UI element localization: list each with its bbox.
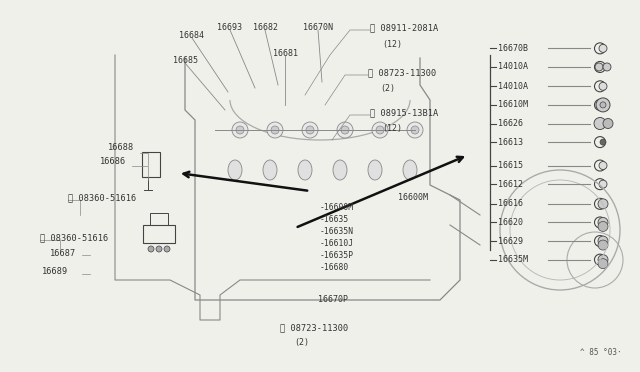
Text: 16670P: 16670P [318, 295, 348, 305]
Text: ^ 85 °03·: ^ 85 °03· [580, 348, 622, 357]
Text: Ⓜ 08723-11300: Ⓜ 08723-11300 [280, 324, 348, 333]
Circle shape [603, 63, 611, 71]
Ellipse shape [368, 160, 382, 180]
Circle shape [232, 122, 248, 138]
Text: (2): (2) [380, 84, 395, 93]
Text: 16610M: 16610M [498, 100, 528, 109]
Text: 16684: 16684 [179, 31, 205, 40]
Text: 16600M: 16600M [398, 193, 428, 202]
Text: 16681: 16681 [273, 49, 298, 58]
Circle shape [596, 98, 610, 112]
Text: 16620: 16620 [498, 218, 523, 227]
Text: 16613: 16613 [498, 138, 523, 147]
Text: 16687: 16687 [50, 248, 76, 257]
Circle shape [598, 199, 608, 209]
Text: 16670N: 16670N [303, 23, 333, 32]
Circle shape [599, 82, 607, 90]
Circle shape [600, 102, 606, 108]
Bar [143, 225, 175, 243]
Circle shape [407, 122, 423, 138]
Ellipse shape [228, 160, 242, 180]
Circle shape [598, 236, 608, 246]
Ellipse shape [333, 160, 347, 180]
Text: 16635M: 16635M [498, 255, 528, 264]
Circle shape [267, 122, 283, 138]
Circle shape [598, 259, 608, 269]
Text: 16670B: 16670B [498, 44, 528, 53]
Text: -16635N: -16635N [320, 228, 354, 237]
Bar [142, 152, 160, 177]
Text: (2): (2) [294, 337, 309, 346]
Ellipse shape [298, 160, 312, 180]
Text: -16600M: -16600M [320, 203, 354, 212]
Circle shape [156, 246, 162, 252]
Text: Ⓢ 08360-51616: Ⓢ 08360-51616 [68, 193, 136, 202]
Circle shape [372, 122, 388, 138]
Circle shape [411, 126, 419, 134]
Circle shape [302, 122, 318, 138]
Text: 16685: 16685 [173, 56, 198, 65]
Ellipse shape [263, 160, 277, 180]
Circle shape [598, 218, 608, 227]
Text: Ⓝ 08911-2081A: Ⓝ 08911-2081A [370, 23, 438, 32]
Text: 16682: 16682 [253, 23, 278, 32]
Text: 16615: 16615 [498, 161, 523, 170]
Circle shape [595, 63, 603, 71]
Text: (12): (12) [382, 125, 402, 134]
Circle shape [148, 246, 154, 252]
Circle shape [376, 126, 384, 134]
Text: 16693: 16693 [218, 23, 243, 32]
Text: 14010A: 14010A [498, 82, 528, 91]
Circle shape [599, 180, 607, 188]
Circle shape [341, 126, 349, 134]
Text: Ⓢ 08360-51616: Ⓢ 08360-51616 [40, 234, 108, 243]
Text: 16626: 16626 [498, 119, 523, 128]
Text: (12): (12) [382, 39, 402, 48]
Text: 14010A: 14010A [498, 62, 528, 71]
Circle shape [600, 139, 606, 145]
Circle shape [598, 240, 608, 250]
Ellipse shape [403, 160, 417, 180]
Circle shape [236, 126, 244, 134]
Text: Ⓠ 08915-13B1A: Ⓠ 08915-13B1A [370, 109, 438, 118]
Text: -16635: -16635 [320, 215, 349, 224]
Circle shape [306, 126, 314, 134]
Circle shape [599, 44, 607, 52]
Text: -16610J: -16610J [320, 240, 354, 248]
Text: -16635P: -16635P [320, 251, 354, 260]
Text: 16612: 16612 [498, 180, 523, 189]
Circle shape [598, 221, 608, 231]
Text: 16688: 16688 [108, 144, 134, 153]
Circle shape [598, 255, 608, 264]
Circle shape [164, 246, 170, 252]
Circle shape [599, 161, 607, 170]
Text: Ⓜ 08723-11300: Ⓜ 08723-11300 [368, 68, 436, 77]
Bar [150, 213, 168, 225]
Text: 16629: 16629 [498, 237, 523, 246]
Circle shape [271, 126, 279, 134]
Text: 16686: 16686 [100, 157, 126, 167]
Text: 16689: 16689 [42, 267, 68, 276]
Text: -16680: -16680 [320, 263, 349, 273]
Circle shape [594, 118, 606, 129]
Text: 16616: 16616 [498, 199, 523, 208]
Circle shape [337, 122, 353, 138]
Circle shape [603, 119, 613, 128]
